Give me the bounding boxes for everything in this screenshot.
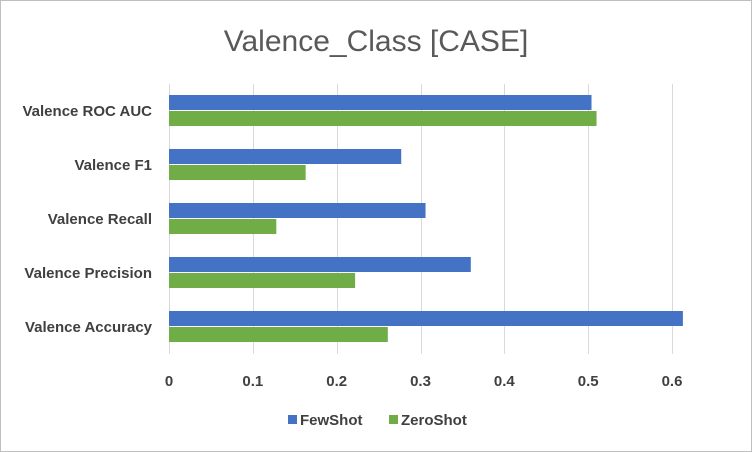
x-tick-label: 0.5 [578,373,599,390]
bar-fewshot [169,95,592,110]
legend-label-fewshot: FewShot [300,412,363,429]
bar-zeroshot [169,111,597,126]
legend-swatch-zeroshot [389,415,398,424]
x-tick-label: 0 [165,373,173,390]
bar-zeroshot [169,219,277,234]
x-tick-label: 0.1 [242,373,263,390]
bar-fewshot [169,257,471,272]
legend-swatch-fewshot [288,415,297,424]
x-tick-label: 0.2 [326,373,347,390]
category-label: Valence Accuracy [25,319,153,336]
category-label: Valence ROC AUC [23,103,153,120]
x-tick-labels: 0 0.1 0.2 0.3 0.4 0.5 0.6 [165,373,683,390]
category-labels: Valence ROC AUC Valence F1 Valence Recall V… [23,103,153,336]
chart-title: Valence_Class [CASE] [224,25,529,58]
x-tick-label: 0.6 [662,373,683,390]
bar-fewshot [169,149,402,164]
bar-fewshot [169,203,426,218]
x-tick-label: 0.4 [494,373,516,390]
gridlines [169,84,673,354]
bar-zeroshot [169,273,356,288]
bars [169,95,683,342]
bar-zeroshot [169,327,388,342]
bar-fewshot [169,311,683,326]
category-label: Valence Recall [48,211,152,228]
legend: FewShot ZeroShot [288,412,467,429]
category-label: Valence Precision [24,265,152,282]
legend-label-zeroshot: ZeroShot [401,412,467,429]
bar-zeroshot [169,165,306,180]
category-label: Valence F1 [74,157,152,174]
x-tick-label: 0.3 [410,373,431,390]
